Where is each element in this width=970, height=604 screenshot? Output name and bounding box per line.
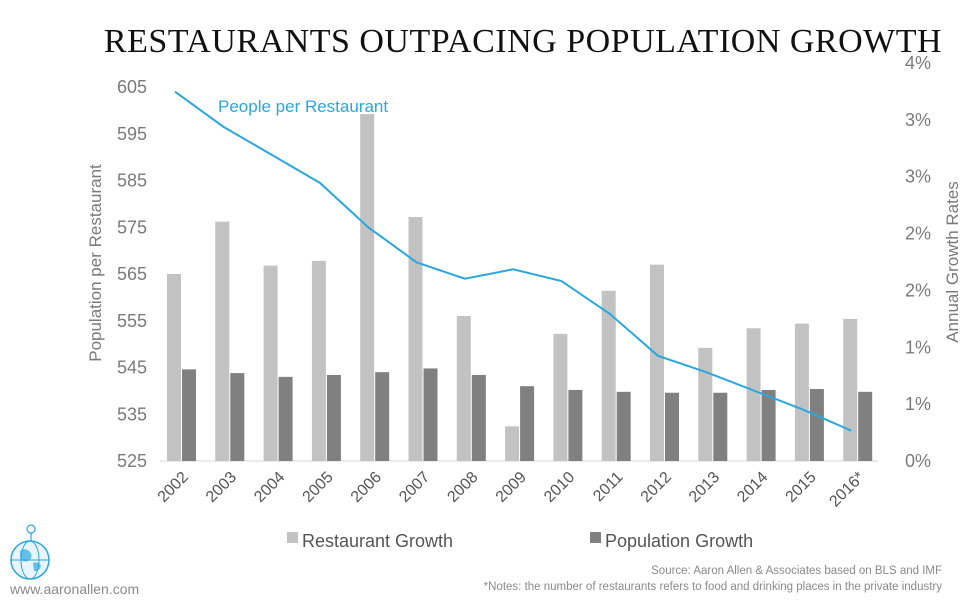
restaurant-growth-bar — [505, 426, 520, 461]
left-tick-label: 555 — [117, 311, 147, 331]
category-label: 2014 — [734, 469, 771, 506]
category-label: 2002 — [155, 469, 192, 506]
restaurant-growth-bar — [650, 264, 664, 461]
category-label: 2013 — [686, 469, 723, 506]
population-growth-bar — [471, 374, 486, 461]
restaurant-growth-bar — [360, 114, 375, 462]
right-tick-label: 4% — [905, 53, 931, 73]
line-series-label: People per Restaurant — [218, 97, 388, 116]
line-group — [174, 90, 852, 432]
category-label: 2004 — [251, 469, 288, 506]
restaurant-growth-bar — [408, 216, 423, 461]
category-label: 2003 — [203, 469, 240, 506]
category-label: 2011 — [590, 469, 626, 505]
right-tick-label: 0% — [905, 451, 931, 471]
globe-logo-icon — [10, 524, 50, 580]
right-axis-ticks: 4% 3% 3% 2% 2% 1% 1% 0% — [905, 53, 931, 471]
restaurant-growth-bar — [698, 347, 713, 461]
restaurant-growth-bar — [311, 260, 326, 461]
right-tick-label: 3% — [905, 110, 931, 130]
restaurant-growth-bar — [601, 290, 616, 461]
population-growth-bar — [761, 389, 776, 461]
legend: Restaurant Growth Population Growth — [287, 531, 753, 551]
left-tick-label: 585 — [117, 171, 147, 191]
category-label: 2009 — [493, 469, 530, 506]
population-growth-bar — [568, 389, 583, 461]
restaurant-growth-bar — [263, 265, 278, 461]
right-tick-label: 2% — [905, 224, 931, 244]
people-per-restaurant-line — [174, 90, 852, 432]
restaurant-growth-bar — [215, 221, 230, 461]
population-growth-bar — [616, 391, 631, 461]
left-tick-label: 545 — [117, 358, 147, 378]
restaurant-growth-bar — [167, 274, 181, 461]
population-growth-bar — [182, 369, 196, 461]
population-growth-bar — [858, 391, 873, 461]
category-label: 2008 — [444, 469, 481, 506]
restaurant-growth-bar — [843, 318, 858, 461]
population-growth-bar — [713, 392, 728, 461]
legend-swatch-population — [590, 532, 601, 543]
left-tick-label: 595 — [117, 124, 147, 144]
left-tick-label: 535 — [117, 404, 147, 424]
site-url: www.aaronallen.com — [9, 581, 139, 597]
legend-label-population: Population Growth — [605, 531, 753, 551]
category-label: 2010 — [541, 469, 578, 506]
category-label: 2016* — [826, 469, 868, 511]
category-label: 2007 — [396, 469, 433, 506]
population-growth-bar — [278, 376, 293, 461]
population-growth-bar — [809, 389, 824, 461]
left-tick-label: 605 — [117, 77, 147, 97]
category-label: 2006 — [348, 469, 385, 506]
right-tick-label: 3% — [905, 167, 931, 187]
category-labels: 2002 2003 2004 2005 2006 2007 2008 2009 2010 2011… — [155, 469, 868, 511]
left-tick-label: 565 — [117, 264, 147, 284]
population-growth-bar — [423, 368, 438, 461]
population-growth-bar — [520, 386, 535, 461]
population-growth-bar — [230, 373, 245, 461]
source-text: Source: Aaron Allen & Associates based o… — [651, 565, 942, 577]
population-growth-bar — [375, 372, 390, 461]
restaurant-growth-bar — [456, 316, 471, 461]
left-tick-label: 575 — [117, 217, 147, 237]
right-tick-label: 1% — [905, 394, 931, 414]
category-label: 2012 — [638, 469, 675, 506]
left-axis-ticks: 605 595 585 575 565 555 545 535 525 — [117, 77, 147, 471]
population-growth-bar — [665, 392, 679, 461]
notes-text: *Notes: the number of restaurants refers… — [484, 581, 943, 593]
restaurant-growth-bar — [794, 323, 809, 461]
legend-swatch-restaurant — [287, 532, 298, 543]
restaurant-growth-bar — [746, 328, 761, 461]
left-tick-label: 525 — [117, 451, 147, 471]
population-growth-bar — [326, 374, 341, 461]
restaurant-growth-bar — [553, 333, 568, 461]
chart-title: RESTAURANTS OUTPACING POPULATION GROWTH — [104, 23, 942, 60]
legend-label-restaurant: Restaurant Growth — [302, 531, 453, 551]
left-axis-label: Population per Restaurant — [86, 164, 105, 362]
category-label: 2005 — [300, 469, 337, 506]
right-tick-label: 2% — [905, 280, 931, 300]
bars-group — [167, 114, 873, 462]
category-label: 2015 — [783, 469, 820, 506]
right-tick-label: 1% — [905, 337, 931, 357]
right-axis-label: Annual Growth Rates — [943, 181, 962, 343]
